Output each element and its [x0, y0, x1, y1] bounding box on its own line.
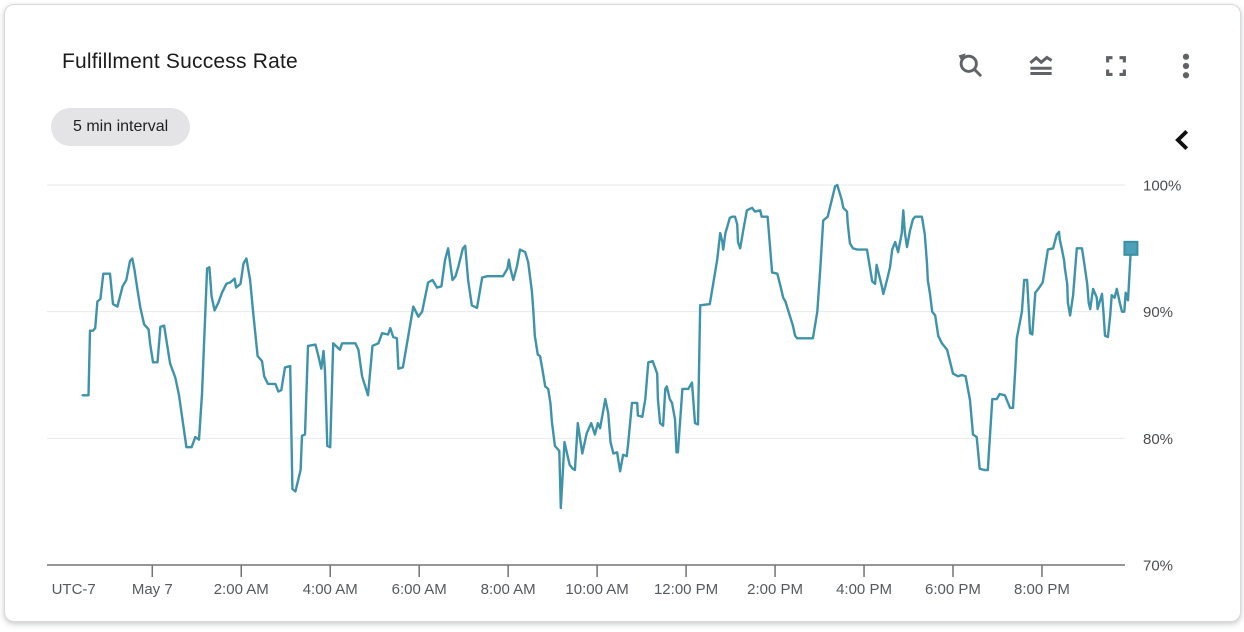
collapse-panel-button[interactable] [1169, 126, 1197, 154]
more-options-button[interactable] [1171, 51, 1201, 81]
x-axis-label: 2:00 AM [214, 581, 269, 598]
x-axis-label: May 7 [132, 581, 173, 598]
timezone-label: UTC-7 [52, 581, 96, 598]
x-axis-label: 2:00 PM [747, 581, 803, 598]
fullscreen-icon [1106, 56, 1126, 76]
interval-chip-label: 5 min interval [73, 118, 169, 135]
more-vert-icon [1182, 53, 1190, 79]
x-axis-label: 12:00 PM [654, 581, 718, 598]
x-axis-label: 4:00 AM [303, 581, 358, 598]
y-axis-label: 90% [1143, 304, 1173, 321]
interval-chip: 5 min interval [51, 108, 191, 146]
chevron-left-icon [1175, 129, 1189, 151]
x-axis-label: 6:00 PM [925, 581, 981, 598]
y-axis-label: 100% [1143, 178, 1181, 195]
x-axis-label: 8:00 AM [481, 581, 536, 598]
y-axis-label: 80% [1143, 431, 1173, 448]
page-title: Fulfillment Success Rate [62, 50, 298, 73]
x-axis-label: 6:00 AM [392, 581, 447, 598]
legend-toggle-icon [1029, 55, 1053, 75]
x-axis-label: 10:00 AM [565, 581, 628, 598]
y-axis-label: 70% [1143, 558, 1173, 575]
legend-toggle-button[interactable] [1026, 51, 1056, 81]
series-line [81, 183, 1133, 510]
latest-value-marker [1123, 240, 1139, 256]
zoom-reset-icon [958, 53, 982, 77]
x-axis-label: 4:00 PM [836, 581, 892, 598]
zoom-reset-button[interactable] [955, 51, 985, 81]
x-axis-label: 8:00 PM [1014, 581, 1070, 598]
fullscreen-button[interactable] [1101, 51, 1131, 81]
